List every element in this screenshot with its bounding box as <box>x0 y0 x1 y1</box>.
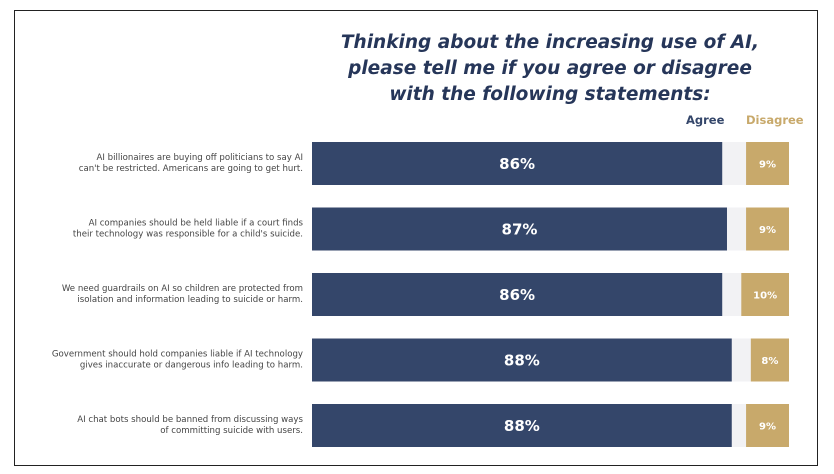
agree-bar <box>312 404 732 447</box>
disagree-value-label: 9% <box>759 160 776 171</box>
disagree-bar <box>750 338 789 382</box>
disagree-bar <box>746 404 789 447</box>
disagree-value-label: 8% <box>761 356 778 367</box>
bar-row-5: 88% 9% AI chat bots should be banned from … <box>77 404 789 447</box>
statement-line: AI billionaires are buying off politicia… <box>96 153 303 163</box>
statement-line: AI companies should be held liable if a … <box>89 219 304 229</box>
statement-line: Government should hold companies liable … <box>52 350 303 360</box>
agree-value-label: 88% <box>504 352 540 370</box>
disagree-value-label: 9% <box>759 225 776 236</box>
statement-label: Government should hold companies liable … <box>52 350 303 371</box>
statement-line: of committing suicide with users. <box>160 426 303 436</box>
statement-label: AI chat bots should be banned from discu… <box>77 415 303 436</box>
statement-label: AI billionaires are buying off politicia… <box>79 153 303 174</box>
disagree-value-label: 9% <box>759 422 776 433</box>
disagree-bar <box>741 273 789 316</box>
agree-value-label: 88% <box>504 417 540 435</box>
agree-bar <box>312 338 732 382</box>
statement-line: their technology was responsible for a c… <box>73 230 303 240</box>
bar-row-4: 88% 8% Government should hold companies li… <box>52 338 789 382</box>
legend-agree: Agree <box>686 113 725 127</box>
chart-title: Thinking about the increasing use of AI,… <box>330 30 770 108</box>
title-line-1: Thinking about the increasing use of AI, <box>340 32 760 53</box>
agree-value-label: 86% <box>499 286 535 304</box>
disagree-bar <box>746 207 789 251</box>
statement-label: We need guardrails on AI so children are… <box>62 284 303 305</box>
bar-row-1: 86% 9% AI billionaires are buying off poli… <box>79 142 789 185</box>
bar-row-3: 86% 10% We need guardrails on AI so childr… <box>62 273 789 316</box>
disagree-value-label: 10% <box>753 291 777 302</box>
statement-line: We need guardrails on AI so children are… <box>62 284 303 294</box>
statement-line: isolation and information leading to sui… <box>77 295 303 305</box>
agree-bar <box>312 142 723 185</box>
legend-disagree: Disagree <box>746 113 804 127</box>
statement-line: gives inaccurate or dangerous info leadi… <box>80 361 303 371</box>
title-line-2: please tell me if you agree or disagree <box>348 58 752 79</box>
statement-line: AI chat bots should be banned from discu… <box>77 415 303 425</box>
agree-bar <box>312 207 727 251</box>
statement-label: AI companies should be held liable if a … <box>73 219 304 240</box>
agree-value-label: 86% <box>499 155 535 173</box>
statement-line: can't be restricted. Americans are going… <box>79 164 303 174</box>
agree-bar <box>312 273 723 316</box>
bar-row-2: 87% 9% AI companies should be held liable … <box>73 207 789 251</box>
disagree-bar <box>746 142 789 185</box>
agree-value-label: 87% <box>502 221 538 239</box>
title-line-3: with the following statements: <box>389 84 711 105</box>
